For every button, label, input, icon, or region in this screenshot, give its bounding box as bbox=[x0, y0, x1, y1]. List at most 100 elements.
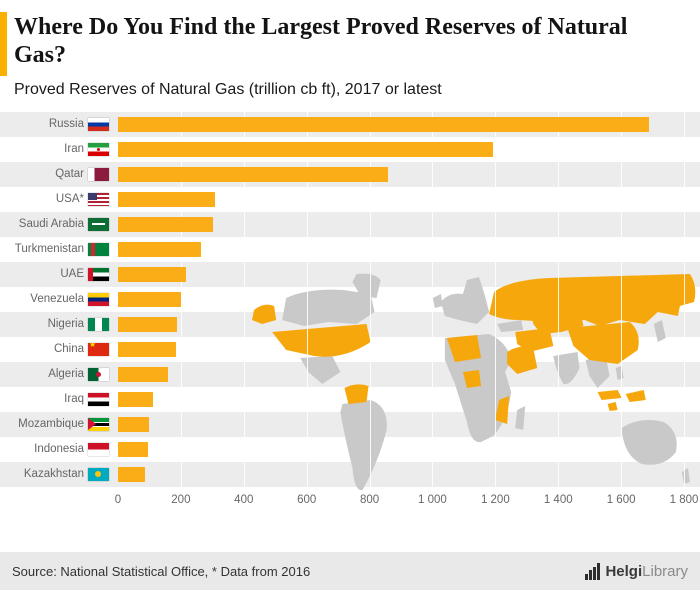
chart-row: Iraq bbox=[0, 387, 700, 412]
bar-track bbox=[118, 462, 684, 487]
map-venezuela bbox=[344, 384, 369, 404]
flag-iq-icon bbox=[88, 392, 109, 406]
map-usa bbox=[272, 323, 371, 357]
logo-library: Library bbox=[642, 562, 688, 580]
x-tick-label: 1 400 bbox=[543, 493, 573, 506]
bar-track bbox=[118, 187, 684, 212]
flag-cn-icon bbox=[88, 342, 109, 356]
value-bar bbox=[118, 166, 388, 182]
bar-track bbox=[118, 287, 684, 312]
bar-track bbox=[118, 262, 684, 287]
x-tick-label: 0 bbox=[114, 493, 122, 506]
spacer bbox=[0, 513, 700, 552]
page-title: Where Do You Find the Largest Proved Res… bbox=[14, 14, 628, 68]
gridlines bbox=[118, 111, 685, 487]
bar-track bbox=[118, 362, 684, 387]
chart-row: Algeria bbox=[0, 362, 700, 387]
x-tick-label: 400 bbox=[234, 493, 254, 506]
chart-row: Kazakhstan bbox=[0, 462, 700, 487]
flag-dz-icon bbox=[88, 367, 109, 381]
bar-track bbox=[118, 237, 684, 262]
accent-bar bbox=[0, 12, 7, 76]
country-label: China bbox=[53, 342, 84, 355]
map-alaska bbox=[252, 304, 277, 324]
chart-row: China bbox=[0, 337, 700, 362]
chart-row: Qatar bbox=[0, 162, 700, 187]
value-bar bbox=[118, 391, 154, 407]
source-note: Source: National Statistical Office, * D… bbox=[12, 563, 311, 579]
chart-row: Turkmenistan bbox=[0, 237, 700, 262]
flag-ae-icon bbox=[88, 267, 109, 281]
value-bar bbox=[118, 316, 177, 332]
map-indonesia-2 bbox=[625, 389, 646, 402]
country-label: Iran bbox=[64, 142, 84, 155]
footer: Source: National Statistical Office, * D… bbox=[0, 552, 700, 590]
chart-row: Saudi Arabia bbox=[0, 212, 700, 237]
flag-sa-icon bbox=[88, 217, 109, 231]
bar-track bbox=[118, 212, 684, 237]
logo-helgi: Helgi bbox=[605, 562, 643, 580]
flag-qa-icon bbox=[88, 167, 109, 181]
value-bar bbox=[118, 466, 145, 482]
map-saudi-arabia bbox=[507, 346, 538, 374]
chart-subtitle: Proved Reserves of Natural Gas (trillion… bbox=[14, 80, 442, 98]
flag-ru-icon bbox=[88, 117, 109, 131]
flag-tm-icon bbox=[88, 242, 109, 256]
chart-row: Venezuela bbox=[0, 287, 700, 312]
country-label: Qatar bbox=[55, 167, 84, 180]
country-label: Venezuela bbox=[30, 292, 84, 305]
map-china bbox=[567, 321, 639, 364]
map-japan bbox=[653, 319, 666, 342]
map-indonesia-3 bbox=[607, 401, 618, 411]
map-uk bbox=[432, 293, 443, 308]
chart-row: USA* bbox=[0, 187, 700, 212]
country-label: Indonesia bbox=[34, 442, 84, 455]
chart-row: Mozambique bbox=[0, 412, 700, 437]
value-bar bbox=[118, 416, 150, 432]
country-label: USA* bbox=[55, 192, 84, 205]
chart-row: Iran bbox=[0, 137, 700, 162]
map-turkey bbox=[497, 319, 524, 332]
chart-row: Russia bbox=[0, 112, 700, 137]
map-australia bbox=[621, 419, 677, 465]
country-label: Turkmenistan bbox=[14, 242, 84, 255]
x-tick-label: 1 200 bbox=[480, 493, 510, 506]
map-mozambique bbox=[495, 395, 510, 424]
gridline bbox=[684, 111, 685, 487]
value-bar bbox=[118, 441, 149, 457]
flag-id-icon bbox=[88, 442, 109, 456]
map-south-america bbox=[340, 399, 387, 490]
chart-row: Nigeria bbox=[0, 312, 700, 337]
country-label: Nigeria bbox=[47, 317, 84, 330]
flag-mz-icon bbox=[88, 417, 109, 431]
x-tick-label: 1 000 bbox=[418, 493, 447, 506]
gridline bbox=[432, 111, 434, 487]
bar-track bbox=[118, 312, 684, 337]
bar-track bbox=[118, 412, 684, 437]
flag-kz-icon bbox=[88, 467, 109, 481]
bar-track bbox=[118, 387, 684, 412]
flag-ve-icon bbox=[88, 292, 109, 306]
map-canada bbox=[282, 289, 375, 326]
value-bar bbox=[118, 116, 649, 132]
map-india bbox=[553, 351, 580, 384]
flag-ng-icon bbox=[88, 317, 109, 331]
map-algeria bbox=[446, 334, 482, 362]
value-bar bbox=[118, 341, 176, 357]
bar-track bbox=[118, 337, 684, 362]
chart-row: UAE bbox=[0, 262, 700, 287]
helgi-library-logo: HelgiLibrary bbox=[585, 562, 688, 580]
gridline bbox=[306, 111, 308, 487]
bar-chart: Russia Iran Qatar USA* Saudi Arabia Turkmenis… bbox=[0, 111, 700, 513]
value-bar bbox=[118, 141, 493, 157]
x-axis: 0 200 400 600 800 1 000 1 200 1 400 1 600 1 800 bbox=[114, 487, 699, 513]
bar-chart-icon bbox=[585, 562, 601, 580]
gridline bbox=[621, 111, 623, 487]
map-se-asia bbox=[585, 355, 610, 388]
country-label: Mozambique bbox=[18, 417, 84, 430]
value-bar bbox=[118, 216, 214, 232]
value-bar bbox=[118, 191, 216, 207]
map-kazakhstan-turkmenistan bbox=[531, 307, 584, 334]
map-mexico bbox=[300, 355, 341, 384]
